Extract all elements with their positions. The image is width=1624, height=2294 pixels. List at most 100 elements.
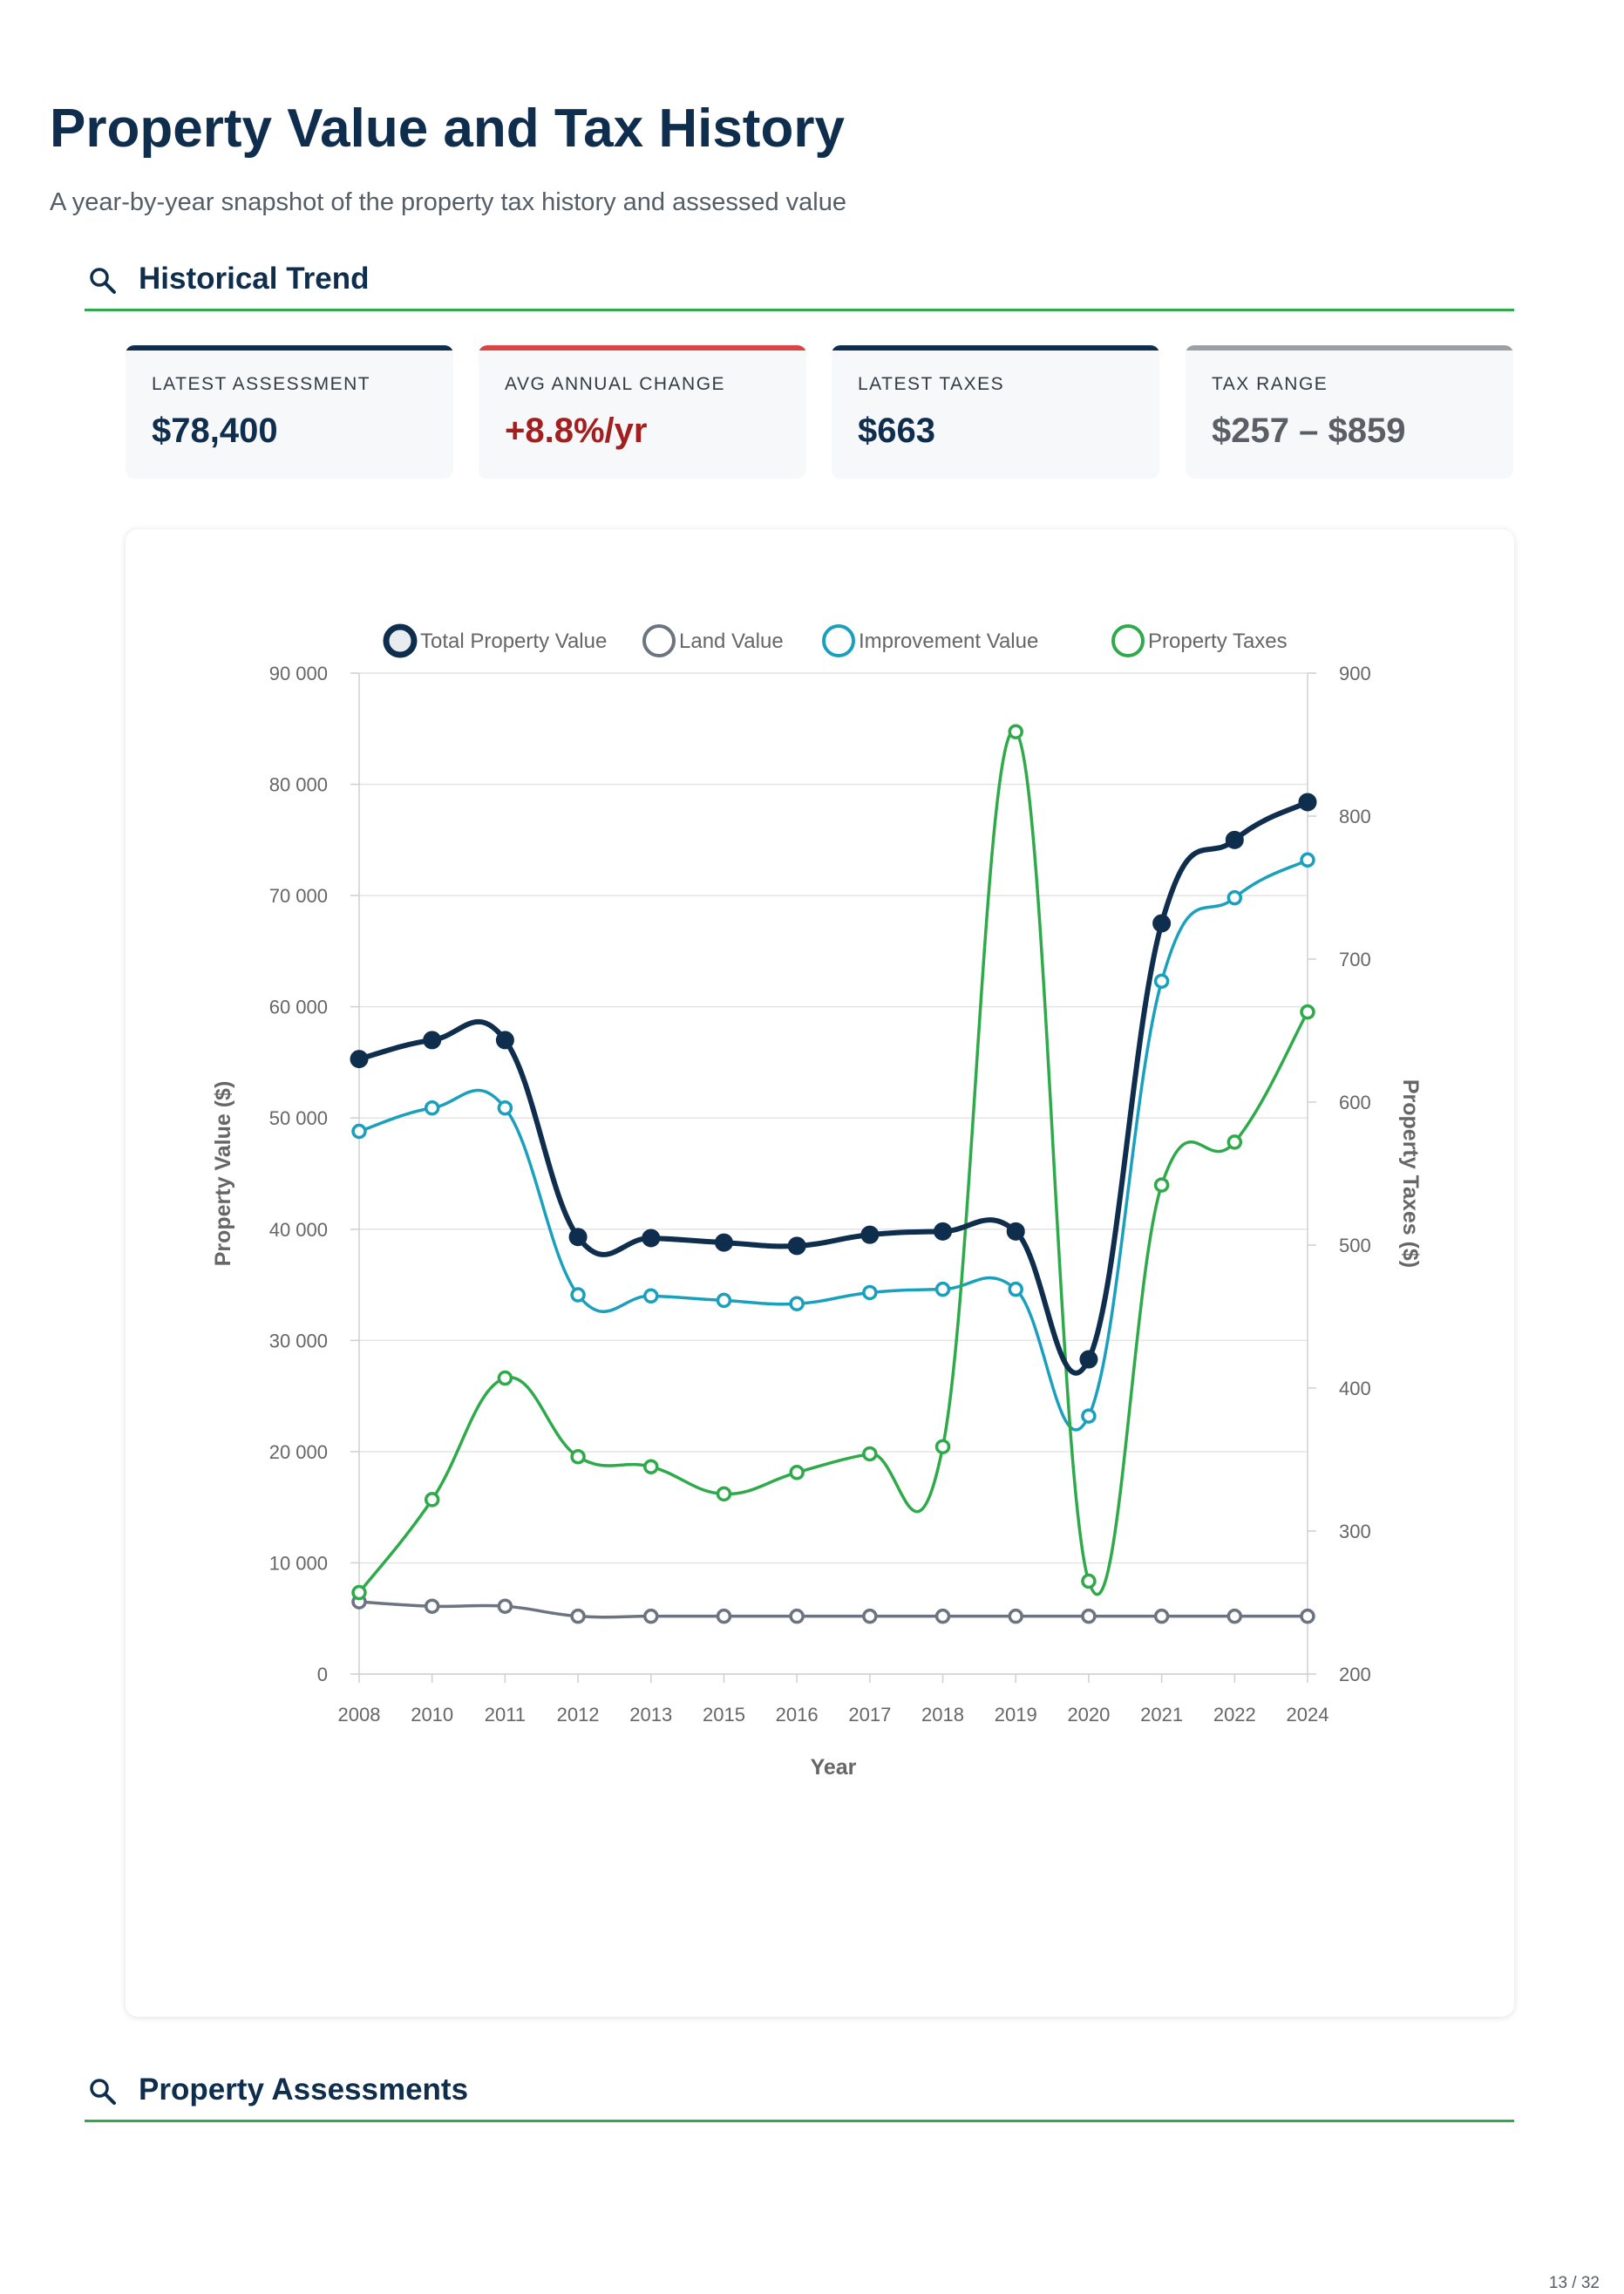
card-accent-bar xyxy=(1186,345,1513,351)
property-value-tax-chart: 0 10 000 20 000 30 000 40 000 50 000 60 000 70 … xyxy=(211,623,1423,1780)
y-tick-label: 0 xyxy=(317,1664,328,1685)
stat-label: TAX RANGE xyxy=(1212,374,1328,394)
y-tick-label: 60 000 xyxy=(269,997,328,1018)
data-point-property-taxes xyxy=(1300,1004,1315,1020)
stat-value: $78,400 xyxy=(152,412,278,450)
data-point-total-property-value xyxy=(1079,1350,1098,1369)
data-point-improvement-value xyxy=(1008,1281,1023,1297)
y-tick-label: 30 000 xyxy=(269,1330,328,1351)
card-accent-bar xyxy=(479,345,806,351)
data-point-land-value xyxy=(1226,1608,1243,1624)
legend-label: Land Value xyxy=(679,630,784,653)
series-line-property-taxes xyxy=(357,729,1309,1596)
data-point-total-property-value xyxy=(1152,914,1172,933)
stat-value: $663 xyxy=(858,412,935,450)
data-point-land-value xyxy=(497,1598,513,1614)
stat-card-latest-assessment: LATEST ASSESSMENT $78,400 xyxy=(126,345,453,479)
data-point-land-value xyxy=(789,1608,805,1624)
legend-marker xyxy=(642,624,676,657)
data-point-property-taxes xyxy=(1081,1573,1097,1589)
card-accent-bar xyxy=(832,345,1159,351)
data-point-land-value xyxy=(1300,1608,1315,1624)
legend-marker xyxy=(822,624,855,657)
data-point-land-value xyxy=(862,1608,878,1624)
data-point-land-value xyxy=(570,1608,586,1624)
chart-card: 0 10 000 20 000 30 000 40 000 50 000 60 000 70 … xyxy=(126,529,1514,2017)
data-point-improvement-value xyxy=(862,1284,878,1301)
y-tick-label: 40 000 xyxy=(269,1219,328,1241)
y2-axis-title: Property Taxes ($) xyxy=(1398,1079,1423,1268)
stat-label: LATEST ASSESSMENT xyxy=(152,374,371,394)
page-number: 13 / 32 xyxy=(1548,2274,1600,2292)
x-tick-label: 2021 xyxy=(1140,1704,1183,1726)
legend-label: Property Taxes xyxy=(1148,630,1288,653)
data-point-property-taxes xyxy=(643,1459,659,1474)
data-point-property-taxes xyxy=(862,1446,878,1462)
data-point-improvement-value xyxy=(1153,973,1170,990)
x-tick-label: 2019 xyxy=(995,1704,1037,1726)
x-tick-label: 2012 xyxy=(557,1704,600,1726)
stat-card-avg-annual-change: AVG ANNUAL CHANGE +8.8%/yr xyxy=(479,345,806,479)
data-point-total-property-value xyxy=(1298,793,1317,812)
series-line-total-property-value xyxy=(358,800,1309,1376)
page-title: Property Value and Tax History xyxy=(50,99,845,159)
x-tick-label: 2017 xyxy=(848,1704,891,1726)
section-historical-trend: Historical Trend xyxy=(85,258,1514,311)
data-point-total-property-value xyxy=(714,1233,733,1252)
data-point-improvement-value xyxy=(497,1099,513,1116)
series-line-improvement-value xyxy=(358,858,1308,1432)
data-point-land-value xyxy=(1008,1608,1023,1624)
y2-tick-label: 600 xyxy=(1339,1092,1371,1113)
search-icon xyxy=(90,2079,116,2105)
stat-value: $257 – $859 xyxy=(1212,412,1406,450)
y-tick-label: 70 000 xyxy=(269,885,328,907)
series-line-land-value xyxy=(358,1600,1308,1619)
data-point-land-value xyxy=(424,1598,440,1614)
legend-label: Improvement Value xyxy=(859,630,1038,653)
y-tick-label: 50 000 xyxy=(269,1107,328,1129)
x-tick-label: 2011 xyxy=(485,1704,526,1726)
data-point-property-taxes xyxy=(1153,1177,1170,1193)
data-point-property-taxes xyxy=(789,1465,805,1481)
data-point-total-property-value xyxy=(568,1228,588,1247)
data-point-total-property-value xyxy=(860,1225,880,1244)
data-point-total-property-value xyxy=(495,1031,514,1050)
legend-marker xyxy=(1111,624,1145,657)
data-point-improvement-value xyxy=(789,1296,805,1311)
y2-tick-label: 200 xyxy=(1339,1664,1371,1685)
data-point-property-taxes xyxy=(424,1492,440,1508)
data-point-improvement-value xyxy=(1300,852,1315,868)
data-point-total-property-value xyxy=(423,1031,442,1050)
y2-tick-label: 300 xyxy=(1339,1521,1371,1542)
x-tick-label: 2013 xyxy=(629,1704,672,1726)
data-point-total-property-value xyxy=(1006,1222,1025,1241)
data-point-land-value xyxy=(716,1608,732,1624)
x-tick-label: 2008 xyxy=(338,1704,381,1726)
y2-tick-label: 400 xyxy=(1339,1378,1371,1399)
x-tick-label: 2010 xyxy=(411,1704,453,1726)
x-tick-label: 2022 xyxy=(1213,1704,1256,1726)
page-subtitle: A year-by-year snapshot of the property … xyxy=(50,188,846,216)
data-point-land-value xyxy=(643,1608,659,1624)
data-point-property-taxes xyxy=(716,1486,732,1502)
x-tick-label: 2020 xyxy=(1067,1704,1110,1726)
x-axis-title: Year xyxy=(811,1755,857,1780)
data-point-total-property-value xyxy=(1225,830,1244,849)
data-point-improvement-value xyxy=(1081,1408,1097,1424)
data-point-property-taxes xyxy=(934,1439,951,1454)
data-point-land-value xyxy=(934,1608,951,1624)
stat-value: +8.8%/yr xyxy=(505,412,648,450)
card-accent-bar xyxy=(126,345,453,351)
stat-card-latest-taxes: LATEST TAXES $663 xyxy=(832,345,1159,479)
y2-tick-label: 800 xyxy=(1339,806,1371,827)
y-tick-label: 20 000 xyxy=(269,1441,328,1463)
y-tick-label: 90 000 xyxy=(269,663,328,684)
data-point-improvement-value xyxy=(351,1123,367,1140)
section-title: Historical Trend xyxy=(139,262,370,296)
data-point-total-property-value xyxy=(934,1222,953,1241)
search-icon xyxy=(90,268,116,294)
data-point-land-value xyxy=(1081,1608,1097,1624)
data-point-total-property-value xyxy=(787,1236,806,1256)
section-property-assessments: Property Assessments xyxy=(85,2069,1514,2122)
data-point-improvement-value xyxy=(570,1287,586,1303)
